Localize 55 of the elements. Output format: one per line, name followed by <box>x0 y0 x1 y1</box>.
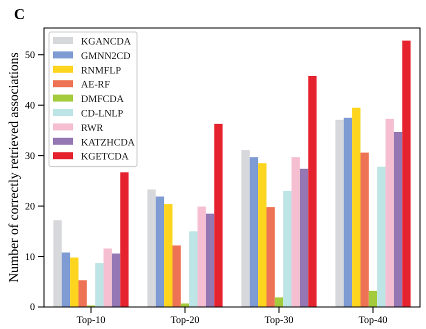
bar <box>368 290 378 307</box>
legend-label: AE-RF <box>81 80 110 91</box>
bar <box>292 157 300 307</box>
bar <box>95 263 104 307</box>
y-tick-label: 30 <box>25 150 35 162</box>
bar <box>258 163 266 307</box>
bar <box>156 196 164 307</box>
bar <box>206 214 214 307</box>
x-tick-label: Top-40 <box>358 315 388 326</box>
bar <box>300 168 308 307</box>
bar <box>112 254 120 307</box>
y-axis-title: Number of correctly retrieved associations <box>6 52 21 283</box>
legend-label: GMNN2CD <box>81 50 130 62</box>
bar <box>53 220 62 307</box>
bar <box>394 132 402 307</box>
bar <box>104 248 112 307</box>
bar <box>147 189 156 307</box>
bar <box>308 76 317 307</box>
y-tick-label: 0 <box>30 302 35 314</box>
y-tick-label: 40 <box>25 100 35 112</box>
legend-label: CD-LNLP <box>81 108 124 120</box>
bar <box>164 204 172 307</box>
bar <box>283 190 292 307</box>
bar <box>352 108 360 307</box>
bar <box>241 150 250 307</box>
bar <box>189 231 198 307</box>
bar <box>172 245 181 307</box>
bar <box>377 166 386 307</box>
bar <box>266 207 275 307</box>
bar <box>360 152 369 307</box>
legend-label: KGANCDA <box>81 36 132 48</box>
bar <box>344 118 352 307</box>
bar <box>62 252 70 307</box>
bar <box>214 124 223 307</box>
bar <box>402 40 411 307</box>
bar <box>274 297 284 307</box>
legend-label: RWR <box>81 122 104 134</box>
chart-title: C <box>14 7 25 23</box>
bar <box>78 280 87 307</box>
bar <box>335 120 344 307</box>
bar <box>386 118 394 307</box>
legend-label: DMFCDA <box>81 94 125 106</box>
legend-label: KATZHCDA <box>81 137 136 148</box>
bar <box>250 157 258 307</box>
bar <box>120 172 129 307</box>
y-tick-label: 20 <box>25 201 35 212</box>
bar <box>198 206 206 307</box>
x-tick-label: Top-10 <box>76 315 106 326</box>
y-tick-label: 50 <box>25 50 35 61</box>
x-tick-label: Top-30 <box>264 315 294 326</box>
y-tick-label: 10 <box>25 252 35 263</box>
bar <box>70 258 78 307</box>
legend-label: RNMFLP <box>81 65 122 76</box>
legend-label: KGETCDA <box>81 152 130 163</box>
x-tick-label: Top-20 <box>170 315 200 326</box>
